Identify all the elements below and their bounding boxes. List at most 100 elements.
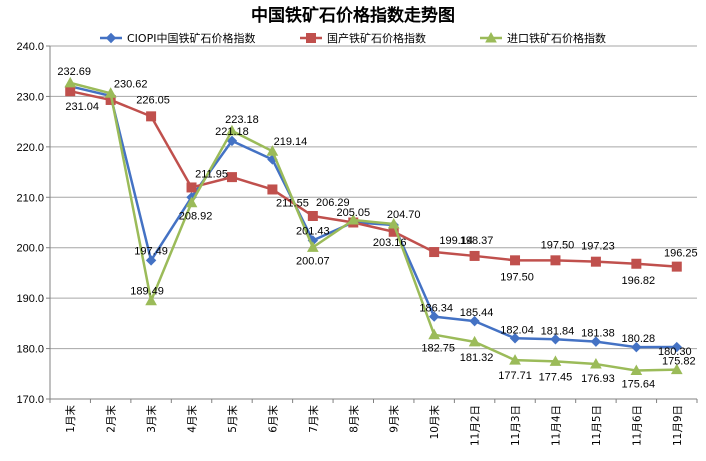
legend-label: 进口铁矿石价格指数 xyxy=(507,31,606,45)
data-label: 181.84 xyxy=(541,325,575,337)
data-label: 201.43 xyxy=(296,226,330,238)
y-axis-ticks: 170.0 180.0 190.0 200.0 210.0 220.0 230.0 240.0 xyxy=(16,41,50,406)
data-labels: 197.49 221.18 201.43 205.05 186.34 185.44 182.… xyxy=(57,66,697,391)
data-label: 232.69 xyxy=(57,66,91,78)
data-label: 175.82 xyxy=(662,356,696,368)
data-label: 198.37 xyxy=(460,235,494,247)
data-point xyxy=(590,256,601,267)
data-point xyxy=(105,32,117,44)
data-label: 196.82 xyxy=(622,275,656,287)
x-tick-label: 7月末 xyxy=(307,405,320,433)
data-point xyxy=(631,258,642,269)
data-point xyxy=(510,255,521,266)
data-point xyxy=(226,172,237,183)
data-point xyxy=(630,364,643,376)
data-label: 197.50 xyxy=(541,239,575,251)
x-tick-label: 9月末 xyxy=(388,405,401,433)
data-label: 182.75 xyxy=(421,343,455,355)
data-point xyxy=(306,33,316,43)
data-point xyxy=(186,182,197,193)
data-point xyxy=(469,250,480,261)
data-point xyxy=(468,335,481,347)
data-label: 175.64 xyxy=(622,379,656,391)
data-point xyxy=(145,255,157,266)
data-label: 185.44 xyxy=(460,307,494,319)
data-point xyxy=(670,363,683,375)
y-tick-label: 180.0 xyxy=(16,344,44,356)
series-line-2 xyxy=(69,81,677,372)
x-tick-label: 5月末 xyxy=(226,405,239,433)
x-tick-label: 11月6日 xyxy=(631,405,643,446)
legend-label: CIOPI中国铁矿石价格指数 xyxy=(127,31,255,45)
data-point xyxy=(226,135,238,147)
data-label: 204.70 xyxy=(387,209,421,221)
data-point xyxy=(267,184,278,195)
data-label: 221.18 xyxy=(215,126,249,138)
data-point xyxy=(469,315,480,327)
data-label: 176.93 xyxy=(581,373,615,385)
data-point xyxy=(347,213,360,225)
data-label: 180.28 xyxy=(622,333,656,345)
chart-title: 中国铁矿石价格指数走势图 xyxy=(251,5,455,26)
data-point xyxy=(64,76,77,88)
data-label: 230.62 xyxy=(114,78,148,90)
data-label: 197.23 xyxy=(581,241,615,253)
data-point xyxy=(428,328,441,340)
data-label: 203.16 xyxy=(373,237,407,249)
data-point xyxy=(509,354,521,365)
data-point xyxy=(387,217,400,229)
data-point xyxy=(185,196,198,208)
data-label: 182.04 xyxy=(500,324,534,336)
x-tick-label: 4月末 xyxy=(186,405,199,433)
y-tick-label: 190.0 xyxy=(16,293,44,305)
data-point xyxy=(226,124,238,136)
data-label: 181.38 xyxy=(581,328,615,340)
data-point xyxy=(671,261,682,272)
x-tick-label: 1月末 xyxy=(64,405,77,433)
data-point xyxy=(485,31,497,43)
data-label: 219.14 xyxy=(274,136,308,148)
data-point xyxy=(266,145,279,156)
x-tick-label: 6月末 xyxy=(266,405,279,433)
data-label: 197.50 xyxy=(500,271,534,283)
data-point xyxy=(550,334,561,345)
data-label: 181.32 xyxy=(460,352,494,364)
data-label: 196.25 xyxy=(664,248,698,260)
x-tick-label: 11月2日 xyxy=(470,405,482,446)
data-label: 180.30 xyxy=(658,346,692,358)
y-tick-label: 170.0 xyxy=(16,394,44,406)
x-tick-label: 11月5日 xyxy=(591,405,603,446)
x-tick-label: 10月末 xyxy=(428,405,441,440)
data-point xyxy=(145,294,157,306)
data-point xyxy=(146,111,157,122)
y-tick-label: 220.0 xyxy=(16,142,44,154)
data-point xyxy=(428,311,440,322)
y-tick-label: 230.0 xyxy=(16,91,44,103)
data-point xyxy=(306,241,319,252)
series-lines xyxy=(64,76,683,376)
data-label: 206.29 xyxy=(316,197,350,209)
y-tick-label: 210.0 xyxy=(16,192,44,204)
data-label: 177.71 xyxy=(498,370,532,382)
x-tick-label: 11月4日 xyxy=(550,405,562,446)
data-label: 226.05 xyxy=(136,94,170,106)
data-label: 199.14 xyxy=(439,235,473,247)
x-tick-label: 11月9日 xyxy=(672,405,684,446)
data-label: 197.49 xyxy=(134,245,168,257)
series-line-1 xyxy=(69,89,677,268)
data-point xyxy=(631,341,642,353)
data-label: 211.95 xyxy=(195,168,228,180)
data-label: 208.92 xyxy=(179,211,213,223)
x-tick-label: 8月末 xyxy=(347,405,360,433)
data-label: 223.18 xyxy=(225,114,259,126)
x-tick-label: 11月3日 xyxy=(510,405,522,446)
data-label: 177.45 xyxy=(539,371,573,383)
legend-label: 国产铁矿石价格指数 xyxy=(327,31,426,45)
y-tick-label: 240.0 xyxy=(16,41,44,53)
y-tick-label: 200.0 xyxy=(16,243,44,255)
data-point xyxy=(509,333,521,344)
data-point xyxy=(104,87,117,98)
data-label: 205.05 xyxy=(336,207,370,219)
data-label: 200.07 xyxy=(296,255,330,267)
